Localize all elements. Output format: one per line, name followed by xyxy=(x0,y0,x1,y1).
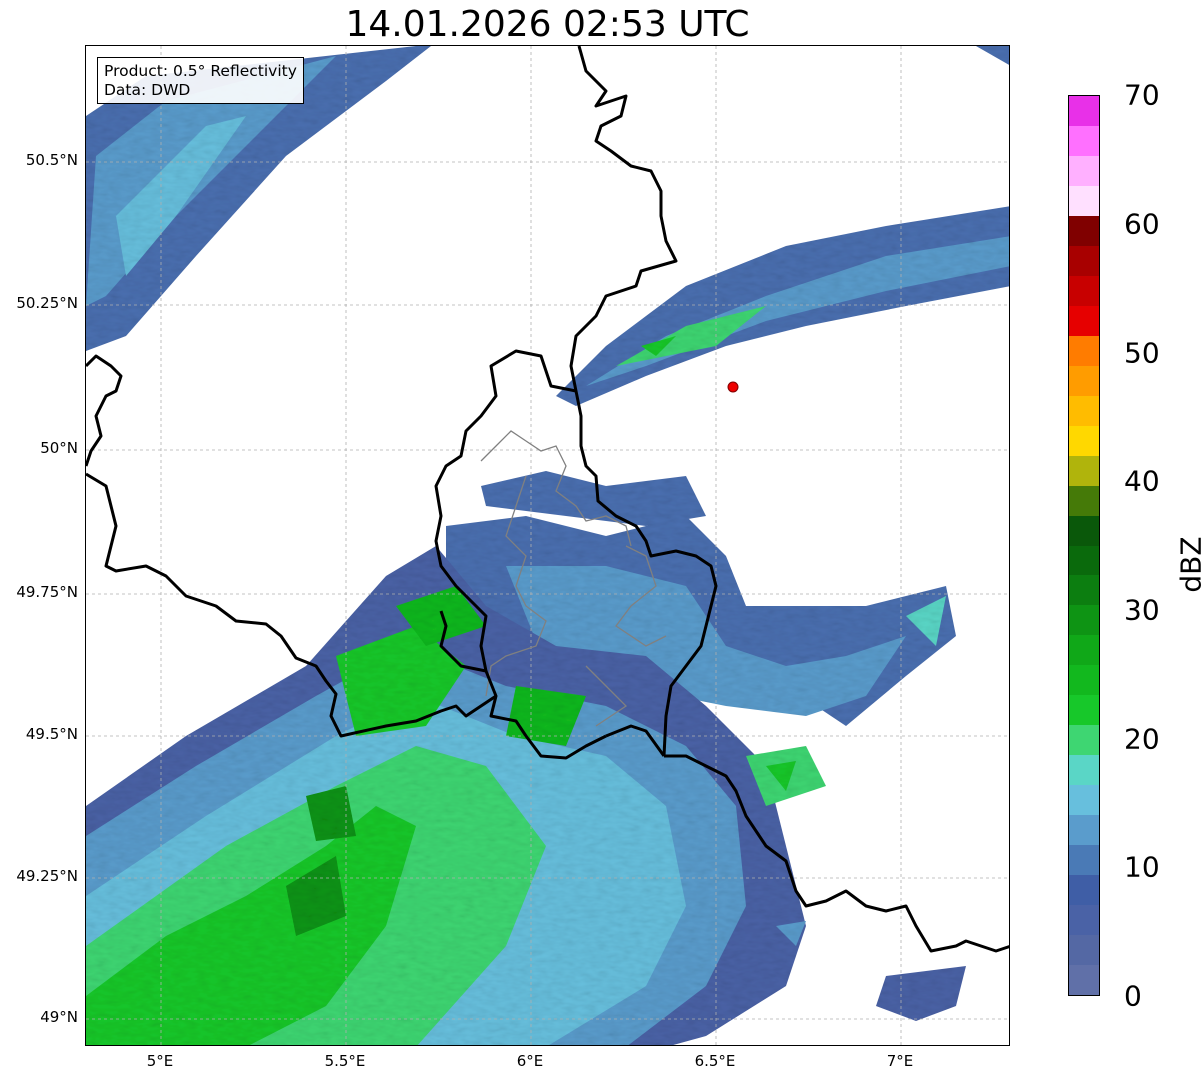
colorbar-tick: 10 xyxy=(1124,850,1160,884)
graticule xyxy=(86,46,1009,1045)
y-tick-label: 49.25°N xyxy=(16,867,78,885)
colorbar-tick: 0 xyxy=(1124,979,1142,1013)
x-tick-label: 6°E xyxy=(516,1052,544,1070)
colorbar-tick: 40 xyxy=(1124,464,1160,498)
colorbar-tick: 30 xyxy=(1124,593,1160,627)
colorbar-segment xyxy=(1069,964,1099,995)
colorbar-segment xyxy=(1069,515,1099,546)
country-borders xyxy=(86,46,1009,953)
map-title: 14.01.2026 02:53 UTC xyxy=(345,4,750,45)
colorbar-segment xyxy=(1069,574,1099,606)
colorbar-segment xyxy=(1069,275,1099,306)
colorbar-segment xyxy=(1069,155,1099,186)
radar-map[interactable] xyxy=(85,45,1010,1046)
colorbar-segment xyxy=(1069,754,1099,786)
x-tick-label: 5.5°E xyxy=(324,1052,366,1070)
colorbar-segment xyxy=(1069,485,1099,516)
colorbar-segment xyxy=(1069,305,1099,336)
colorbar-segment xyxy=(1069,125,1099,156)
colorbar-segment xyxy=(1069,724,1099,756)
colorbar-segment xyxy=(1069,185,1099,216)
data-source-label: Data: DWD xyxy=(104,81,191,99)
y-tick-label: 49.5°N xyxy=(25,725,78,743)
colorbar-segment xyxy=(1069,425,1099,456)
colorbar-segment xyxy=(1069,904,1099,936)
colorbar-segment xyxy=(1069,844,1099,876)
y-tick-label: 49°N xyxy=(40,1008,78,1026)
colorbar-segment xyxy=(1069,395,1099,426)
precipitation-layer xyxy=(86,46,1009,1045)
colorbar-segment xyxy=(1069,784,1099,816)
colorbar-segment xyxy=(1069,874,1099,906)
colorbar-segment xyxy=(1069,604,1099,636)
colorbar-segment xyxy=(1069,934,1099,966)
colorbar-segment xyxy=(1069,634,1099,666)
colorbar-segment xyxy=(1069,455,1099,486)
colorbar-tick: 20 xyxy=(1124,722,1160,756)
x-tick-label: 6.5°E xyxy=(694,1052,736,1070)
colorbar-tick: 50 xyxy=(1124,336,1160,370)
product-label: Product: 0.5° Reflectivity xyxy=(104,62,297,80)
colorbar-tick: 60 xyxy=(1124,207,1160,241)
colorbar-segment xyxy=(1069,335,1099,366)
radar-site-marker[interactable] xyxy=(727,381,739,393)
colorbar-segment xyxy=(1069,664,1099,696)
colorbar-segment xyxy=(1069,215,1099,246)
state-borders xyxy=(480,430,667,727)
colorbar-unit-label: dBZ xyxy=(1174,536,1202,593)
colorbar-tick: 70 xyxy=(1124,78,1160,112)
x-tick-label: 5°E xyxy=(146,1052,174,1070)
colorbar-segment xyxy=(1069,545,1099,576)
x-tick-label: 7°E xyxy=(886,1052,914,1070)
colorbar-segment xyxy=(1069,694,1099,726)
colorbar-segment xyxy=(1069,814,1099,846)
y-tick-label: 49.75°N xyxy=(16,583,78,601)
colorbar-segment xyxy=(1069,95,1099,126)
colorbar xyxy=(1068,95,1100,996)
y-tick-label: 50°N xyxy=(40,439,78,457)
product-info-box: Product: 0.5° Reflectivity Data: DWD xyxy=(97,57,304,104)
y-tick-label: 50.25°N xyxy=(16,294,78,312)
y-tick-label: 50.5°N xyxy=(25,151,78,169)
colorbar-segment xyxy=(1069,365,1099,396)
colorbar-segment xyxy=(1069,245,1099,276)
map-canvas xyxy=(86,46,1009,1045)
